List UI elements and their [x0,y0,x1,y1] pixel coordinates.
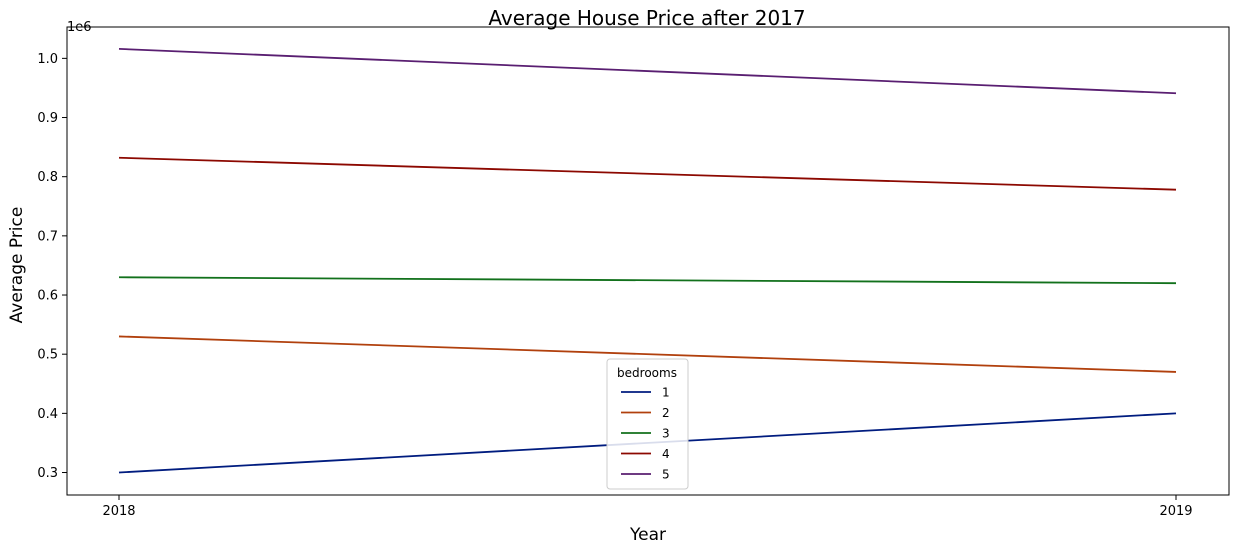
legend-label: 1 [662,386,670,400]
series-line-bedrooms-2 [118,335,1177,373]
plot-area: 0.3 0.4 0.5 0.6 0.7 0.8 0.9 1.0 2018 2019 [37,26,1230,519]
y-tick-label: 0.9 [37,111,58,126]
series-line-bedrooms-3 [118,276,1177,285]
legend: bedrooms 1 2 3 4 5 [606,358,689,490]
y-tick-label: 0.3 [37,466,58,481]
legend-title: bedrooms [617,366,677,380]
y-tick-label: 0.8 [37,170,58,185]
legend-label: 2 [662,406,670,420]
series-line-bedrooms-5 [118,47,1177,95]
y-tick-label: 0.5 [37,348,58,363]
legend-label: 5 [662,468,670,482]
y-axis-title: Average Price [7,207,27,324]
series-line-bedrooms-4 [118,156,1177,191]
x-axis-title: Year [629,525,666,545]
y-tick-label: 0.7 [37,229,58,244]
y-tick-label: 0.6 [37,289,58,304]
y-tick-label: 1.0 [37,52,58,67]
y-tick-label: 0.4 [37,407,58,422]
y-axis: 0.3 0.4 0.5 0.6 0.7 0.8 0.9 1.0 [37,52,67,481]
x-tick-label: 2019 [1159,504,1192,519]
legend-entries: 1 2 3 4 5 [621,386,670,482]
x-axis: 2018 2019 [102,495,1193,519]
chart-title: Average House Price after 2017 [488,6,805,30]
plot-frame [66,26,1230,496]
legend-label: 4 [662,447,670,461]
legend-label: 3 [662,427,670,441]
x-tick-label: 2018 [102,504,135,519]
